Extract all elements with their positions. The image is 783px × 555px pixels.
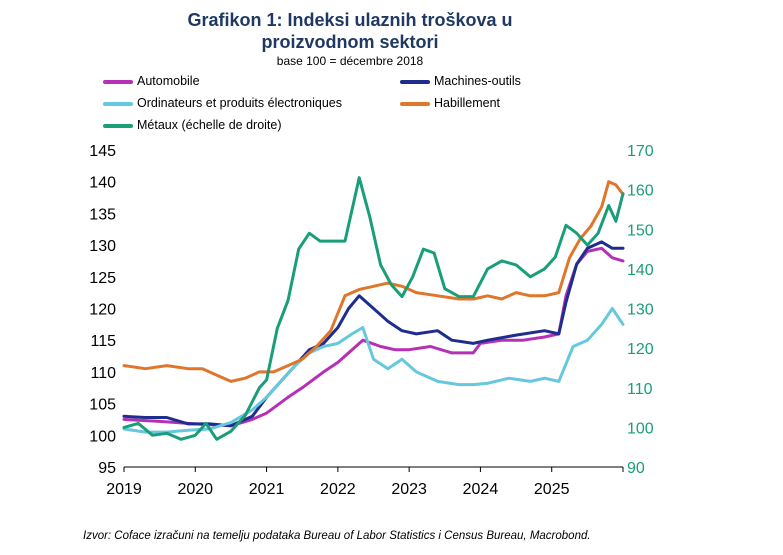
legend-label: Automobile (137, 74, 200, 88)
series-line-ordi (122, 307, 625, 434)
y-left-tick-label: 100 (89, 428, 116, 445)
series-line-meta (122, 176, 625, 441)
x-tick-label: 2022 (320, 481, 356, 498)
y-left-tick-label: 145 (89, 143, 116, 160)
y-right-tick-label: 150 (627, 222, 654, 239)
legend-label: Ordinateurs et produits électroniques (137, 96, 342, 110)
x-tick-label: 2025 (534, 481, 570, 498)
y-right-tick-label: 170 (627, 143, 654, 160)
series-line-habi (122, 180, 625, 383)
chart-title-line-2: proizvodnom sektori (261, 32, 439, 52)
x-tick-label: 2024 (463, 481, 499, 498)
y-right-tick-label: 120 (627, 341, 654, 358)
y-left-tick-label: 135 (89, 206, 116, 223)
y-left-tick-label: 120 (89, 302, 116, 319)
y-left-tick-label: 130 (89, 238, 116, 255)
x-tick-label: 2021 (249, 481, 285, 498)
legend-swatch (103, 101, 133, 106)
x-tick-label: 2019 (106, 481, 142, 498)
legend-label: Métaux (échelle de droite) (137, 118, 282, 132)
legend-item-machines-outils: Machines-outils (400, 74, 521, 88)
source-note: Izvor: Coface izračuni na temelju podata… (83, 530, 591, 542)
chart-axes: 95 100 105 110 115 120 125 130 135 140 145 90 100 110… (89, 143, 654, 498)
y-left-tick-label: 125 (89, 270, 116, 287)
legend-label: Machines-outils (434, 74, 521, 88)
y-right-tick-label: 90 (627, 460, 645, 477)
legend-swatch (103, 123, 133, 128)
y-right-tick-label: 160 (627, 183, 654, 200)
chart-title: Grafikon 1: Indeksi ulaznih troškova u p… (0, 9, 700, 53)
y-right-tick-label: 130 (627, 302, 654, 319)
y-left-tick-label: 95 (98, 460, 116, 477)
y-right-tick-label: 100 (627, 420, 654, 437)
legend-item-automobile: Automobile (103, 74, 200, 88)
x-tick-label: 2023 (391, 481, 427, 498)
legend-item-habillement: Habillement (400, 96, 500, 110)
legend-label: Habillement (434, 96, 501, 110)
chart-subtitle: base 100 = décembre 2018 (276, 54, 424, 68)
y-left-tick-label: 105 (89, 397, 116, 414)
chart-title-line-1: Grafikon 1: Indeksi ulaznih troškova u (187, 10, 513, 30)
y-left-tick-label: 115 (90, 333, 116, 350)
chart-series (122, 176, 625, 441)
y-left-tick-label: 110 (90, 365, 116, 382)
legend-item-metaux: Métaux (échelle de droite) (103, 118, 282, 132)
y-right-tick-label: 110 (627, 381, 653, 398)
x-tick-label: 2020 (177, 481, 213, 498)
legend-item-ordinateurs: Ordinateurs et produits électroniques (103, 96, 342, 110)
legend-swatch (103, 79, 133, 84)
legend-swatch (400, 79, 430, 84)
y-left-tick-label: 140 (89, 175, 116, 192)
legend-swatch (400, 101, 430, 106)
series-line-auto (122, 246, 625, 428)
series-line-mach (122, 240, 625, 428)
y-right-tick-label: 140 (627, 262, 654, 279)
